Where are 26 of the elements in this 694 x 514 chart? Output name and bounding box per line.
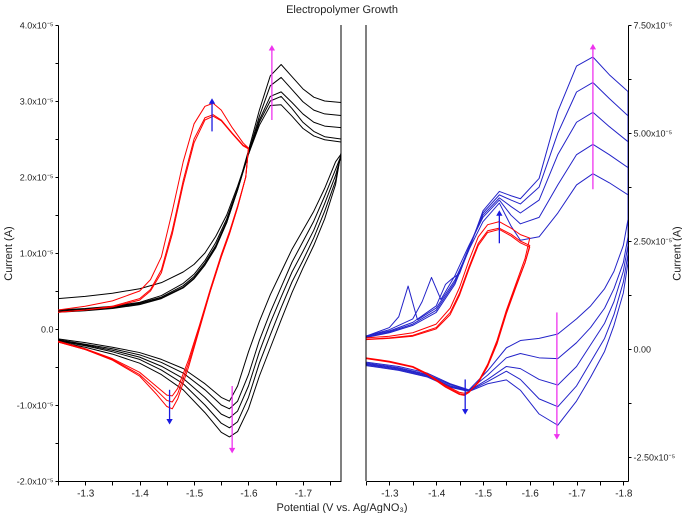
- x-tick-label: -1.6: [240, 488, 258, 500]
- y-tick-label: -2.0x10⁻⁵: [16, 476, 54, 486]
- y2-tick-label: 0.00: [634, 344, 652, 355]
- x-tick-label: -1.5: [186, 488, 204, 500]
- x-tick-label: -1.7: [294, 488, 312, 500]
- x-tick-label: -1.7: [568, 488, 586, 500]
- y-tick-label: 3.0x10⁻⁵: [20, 96, 54, 106]
- y2-tick-label: -2.50x10⁻⁵: [634, 452, 676, 463]
- y2-tick-label: 7.50x10⁻⁵: [634, 20, 673, 30]
- x-tick-label: -1.3: [381, 488, 399, 500]
- chart-title: Electropolymer Growth: [286, 4, 398, 16]
- y-tick-label: 2.0x10⁻⁵: [20, 172, 54, 182]
- y-tick-label: 1.0x10⁻⁵: [20, 248, 54, 258]
- x-tick-label: -1.4: [428, 488, 446, 500]
- y-tick-label: -1.0x10⁻⁵: [16, 400, 54, 410]
- y-tick-label: 4.0x10⁻⁵: [20, 20, 54, 30]
- x-tick-label: -1.5: [474, 488, 493, 500]
- x-axis-title: Potential (V vs. Ag/AgNO₃): [276, 502, 408, 514]
- y2-tick-label: 5.00x10⁻⁵: [634, 128, 673, 139]
- y-tick-label: 0.0: [40, 324, 54, 334]
- x-tick-label: -1.4: [132, 488, 150, 500]
- y2-tick-label: 2.50x10⁻⁵: [634, 236, 673, 247]
- x-tick-label: -1.6: [522, 488, 540, 500]
- x-tick-label: -1.3: [77, 488, 95, 500]
- x-tick-label: -1.8: [615, 488, 633, 500]
- y-axis-title: Current (A): [2, 226, 15, 281]
